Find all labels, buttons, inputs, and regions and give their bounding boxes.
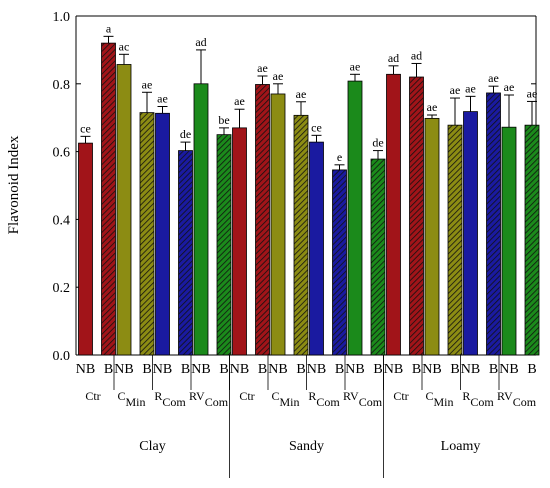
bar-sandy-rvcom-nb [347,80,363,356]
bar-label: NB [499,362,518,377]
bar-clay-ctr-b [101,42,116,356]
y-tick-label: 1.0 [53,10,71,25]
treatment-label: CMin [271,389,299,409]
significance-letter: ad [411,48,422,62]
bar-clay-rcom-nb [155,112,170,356]
soil-label-clay: Clay [139,439,165,454]
bar-label: B [296,362,305,377]
bar-clay-rvcom-nb [193,83,209,356]
bar-sandy-ctr-nb [232,127,247,356]
bar-loamy-rcom-b [486,92,501,356]
bar-clay-ctr-nb [78,142,93,356]
bar-clay-rvcom-b [216,134,232,356]
bar-label: B [412,362,421,377]
axes: 0.0 0.2 0.4 0.6 0.8 1.0 [53,10,537,364]
treatment-label: Ctr [239,389,254,403]
significance-letter: be [218,113,229,127]
bar-clay-cmin-b [139,112,155,356]
y-tick-label: 0.2 [53,281,71,296]
bar-label: NB [230,362,249,377]
bar-loamy-cmin-nb [424,117,440,356]
bar-loamy-rcom-nb [463,111,478,356]
significance-letter: ad [195,35,206,49]
significance-letter: ae [465,81,476,95]
bar-label: NB [461,362,480,377]
significance-letter: ad [388,51,399,65]
significance-letter: e [337,150,342,164]
treatment-label: RCom [154,389,186,409]
significance-letter: ce [80,121,91,135]
treatment-label: CMin [425,389,453,409]
bar-label: B [450,362,459,377]
significance-letter: a [106,21,112,35]
significance-letter: ae [427,100,438,114]
bar-sandy-cmin-nb [270,93,286,356]
bar-loamy-ctr-b [409,76,424,356]
bar-label: NB [345,362,364,377]
bar-label: B [527,362,536,377]
bar-label: B [142,362,151,377]
y-tick-label: 0.8 [53,78,71,93]
bar-label: NB [76,362,95,377]
significance-letter: de [180,127,191,141]
bar-loamy-cmin-b [447,124,463,356]
bar-label: B [181,362,190,377]
bar-label: NB [384,362,403,377]
significance-letter: ae [350,59,361,73]
treatment-label: RVCom [189,389,229,409]
significance-letter: ae [257,61,268,75]
significance-letter: ae [157,92,168,106]
bar-sandy-cmin-b [293,114,309,356]
y-tick-label: 0.4 [53,213,71,228]
significance-letter: ac [119,39,130,53]
significance-letter: ae [504,80,515,94]
significance-letter: ce [311,120,322,134]
significance-letter: ae [488,71,499,85]
bar-sandy-ctr-b [255,84,270,356]
bar-label: B [335,362,344,377]
treatment-label: CMin [117,389,145,409]
bar-sandy-rcom-nb [309,141,324,356]
significance-letter: ae [273,69,284,83]
bar-loamy-rvcom-nb [501,126,517,356]
bar-label: B [258,362,267,377]
treatment-label: RCom [308,389,340,409]
y-tick-label: 0.0 [53,349,71,364]
bar-label: B [489,362,498,377]
treatment-label: Ctr [85,389,100,403]
bar-clay-rcom-b [178,150,193,356]
bar-label: NB [422,362,441,377]
bar-label: NB [191,362,210,377]
bar-label: NB [307,362,326,377]
treatment-label: RVCom [343,389,383,409]
significance-letter: ae [234,94,245,108]
y-axis-label: Flavonoid Index [6,135,22,234]
significance-letter: ae [142,77,153,91]
significance-letter: ae [450,83,461,97]
significance-letter: ae [296,87,307,101]
y-tick-label: 0.6 [53,146,71,161]
bar-label: NB [153,362,172,377]
significance-letter: de [372,136,383,150]
bar-label: NB [268,362,287,377]
bar-label: B [219,362,228,377]
bar-sandy-rcom-b [332,169,347,356]
significance-letter: ae [527,86,538,100]
bar-loamy-rvcom-b [524,124,540,356]
treatment-label: RCom [462,389,494,409]
bar-loamy-ctr-nb [386,73,401,356]
bar-label: NB [114,362,133,377]
soil-label-sandy: Sandy [289,439,324,454]
bar-clay-cmin-nb [116,64,132,356]
bar-label: B [373,362,382,377]
treatment-label: RVCom [497,389,537,409]
bar-sandy-rvcom-b [370,158,386,356]
treatment-label: Ctr [393,389,408,403]
bar-label: B [104,362,113,377]
soil-label-loamy: Loamy [441,439,481,454]
